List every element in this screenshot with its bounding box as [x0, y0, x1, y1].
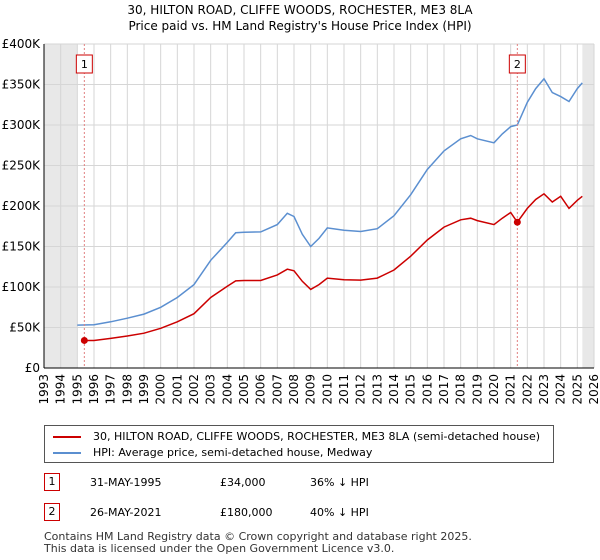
- x-tick-label: 2001: [170, 374, 184, 405]
- transaction-badge: 1: [44, 473, 60, 491]
- x-tick-label: 2023: [537, 374, 551, 405]
- x-tick-label: 1995: [70, 374, 84, 405]
- transaction-label-box: 2: [508, 54, 526, 74]
- transaction-badge: 2: [44, 503, 60, 521]
- transaction-label-box-border: [75, 54, 93, 74]
- x-tick-label: 2010: [320, 374, 334, 405]
- transaction-date: 31-MAY-1995: [90, 476, 162, 489]
- x-tick-label: 1998: [120, 374, 134, 405]
- chart-subtitle: Price paid vs. HM Land Registry's House …: [128, 19, 472, 33]
- legend-item-hpi: HPI: Average price, semi-detached house,…: [53, 445, 372, 461]
- x-tick-label: 1993: [37, 374, 51, 405]
- x-tick-label: 2007: [270, 374, 284, 405]
- y-tick-label: £300K: [2, 118, 42, 132]
- x-tick-label: 2018: [454, 374, 468, 405]
- legend-label-hpi: HPI: Average price, semi-detached house,…: [93, 446, 373, 459]
- y-tick-label: £50K: [9, 321, 41, 335]
- legend-swatch-hpi: [53, 452, 81, 454]
- transaction-label: 2: [514, 58, 521, 71]
- legend: 30, HILTON ROAD, CLIFFE WOODS, ROCHESTER…: [44, 425, 554, 463]
- x-tick-label: 1994: [54, 374, 68, 405]
- hpi-line: [77, 77, 583, 326]
- sale-point-marker: [513, 218, 521, 226]
- y-tick-label: £400K: [2, 37, 42, 51]
- y-tick-label: £350K: [2, 78, 42, 92]
- x-tick-label: 2017: [437, 374, 451, 405]
- x-tick-label: 2006: [254, 374, 268, 405]
- x-tick-label: 2005: [237, 374, 251, 405]
- legend-item-property: 30, HILTON ROAD, CLIFFE WOODS, ROCHESTER…: [53, 429, 540, 445]
- transaction-label-box-border: [508, 54, 526, 74]
- x-tick-label: 2015: [404, 374, 418, 405]
- footer-copyright: Contains HM Land Registry data © Crown c…: [44, 530, 472, 543]
- x-tick-label: 2024: [554, 374, 568, 405]
- price-chart: 1 2 £0 £50K £100K £150K £200K £250K £300K £350K £4…: [2, 37, 600, 405]
- x-tick-label: 2009: [304, 374, 318, 405]
- y-tick-label: £150K: [2, 240, 42, 254]
- x-tick-label: 2011: [337, 374, 351, 405]
- x-tick-label: 2000: [154, 374, 168, 405]
- x-tick-label: 2003: [204, 374, 218, 405]
- footer-license: This data is licensed under the Open Gov…: [44, 542, 395, 555]
- x-tick-label: 2014: [387, 374, 401, 405]
- x-tick-label: 1999: [137, 374, 151, 405]
- x-tick-label: 2020: [487, 374, 501, 405]
- transaction-hpi-diff: 36% ↓ HPI: [310, 476, 369, 489]
- x-tick-label: 2025: [570, 374, 584, 405]
- x-tick-label: 2004: [220, 374, 234, 405]
- footer: Contains HM Land Registry data © Crown c…: [44, 531, 472, 555]
- legend-swatch-property: [53, 436, 81, 438]
- y-tick-label: £250K: [2, 159, 42, 173]
- x-tick-label: 2008: [287, 374, 301, 405]
- x-tick-label: 2021: [504, 374, 518, 405]
- transaction-label-box: 1: [75, 54, 93, 74]
- chart-title: 30, HILTON ROAD, CLIFFE WOODS, ROCHESTER…: [127, 3, 473, 17]
- transaction-hpi-diff: 40% ↓ HPI: [310, 506, 369, 519]
- x-tick-label: 2013: [370, 374, 384, 405]
- y-tick-label: £200K: [2, 199, 42, 213]
- transaction-price: £34,000: [220, 476, 266, 489]
- property-price-line: [84, 192, 583, 342]
- transaction-price: £180,000: [220, 506, 273, 519]
- sale-point-marker: [80, 336, 88, 344]
- x-tick-label: 2012: [354, 374, 368, 405]
- x-tick-label: 2022: [520, 374, 534, 405]
- transaction-label: 1: [81, 58, 88, 71]
- y-tick-label: £100K: [2, 280, 42, 294]
- x-tick-label: 2002: [187, 374, 201, 405]
- x-tick-label: 2016: [420, 374, 434, 405]
- x-tick-label: 2019: [470, 374, 484, 405]
- legend-label-property: 30, HILTON ROAD, CLIFFE WOODS, ROCHESTER…: [93, 430, 541, 443]
- x-tick-label: 2026: [587, 374, 600, 405]
- x-tick-label: 1997: [104, 374, 118, 405]
- x-tick-label: 1996: [87, 374, 101, 405]
- transaction-date: 26-MAY-2021: [90, 506, 162, 519]
- y-tick-label: £0: [25, 361, 40, 375]
